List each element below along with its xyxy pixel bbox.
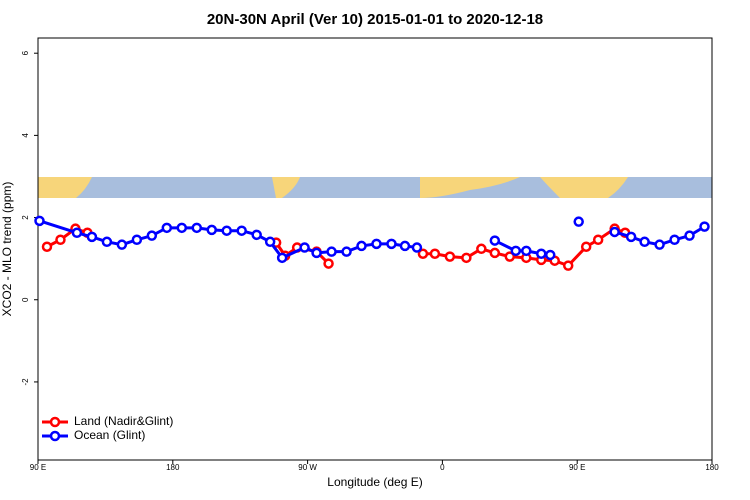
chart-title: 20N-30N April (Ver 10) 2015-01-01 to 202… xyxy=(207,11,543,28)
data-point xyxy=(684,230,695,241)
data-point xyxy=(191,222,203,234)
x-axis-label: Longitude (deg E) xyxy=(327,475,422,489)
data-point xyxy=(573,216,584,227)
data-point xyxy=(116,239,128,250)
legend-label: Land (Nadir&Glint) xyxy=(74,414,173,428)
y-tick-label: 2 xyxy=(21,215,30,220)
data-point xyxy=(34,215,45,227)
x-tick-label: 0 xyxy=(440,463,445,472)
data-point xyxy=(521,245,532,257)
data-point xyxy=(654,239,665,250)
y-axis-label: XCO2 - MLO trend (ppm) xyxy=(0,182,14,317)
data-point xyxy=(176,222,188,234)
data-point xyxy=(276,252,288,264)
x-tick-label: 180 xyxy=(166,463,180,472)
data-point xyxy=(101,236,113,248)
legend-label: Ocean (Glint) xyxy=(74,428,145,442)
data-point xyxy=(639,236,650,248)
data-point xyxy=(609,226,620,238)
data-point xyxy=(206,224,217,236)
data-point xyxy=(251,229,262,241)
map-strip xyxy=(38,177,712,198)
x-tick-label: 90 E xyxy=(569,463,585,472)
legend-marker xyxy=(49,416,61,428)
y-tick-label: 6 xyxy=(21,50,30,55)
x-tick-label: 180 xyxy=(705,463,719,472)
data-point xyxy=(476,243,487,255)
data-point xyxy=(236,225,247,236)
data-point xyxy=(417,248,429,259)
data-point xyxy=(429,248,441,259)
data-point xyxy=(669,234,680,246)
data-point xyxy=(55,234,66,246)
data-point xyxy=(625,231,637,243)
data-point xyxy=(510,245,522,257)
data-point xyxy=(504,251,516,262)
data-point xyxy=(323,258,334,269)
data-point xyxy=(399,240,411,252)
data-point xyxy=(264,236,276,248)
data-point xyxy=(356,240,367,252)
data-point xyxy=(299,242,310,253)
data-point xyxy=(386,238,397,250)
data-point xyxy=(161,222,173,234)
y-tick-label: 0 xyxy=(21,297,30,302)
x-tick-label: 90 E xyxy=(30,463,46,472)
data-point xyxy=(592,234,604,246)
data-point xyxy=(41,241,53,252)
data-point xyxy=(489,235,501,246)
data-point xyxy=(562,260,574,271)
data-point xyxy=(71,227,83,239)
data-point xyxy=(341,246,352,257)
data-point xyxy=(411,242,423,253)
data-point xyxy=(131,234,143,246)
data-point xyxy=(699,221,710,232)
data-point xyxy=(444,251,456,262)
data-point xyxy=(146,230,158,241)
data-point xyxy=(536,248,547,259)
plot-frame xyxy=(37,37,713,461)
data-point xyxy=(580,241,592,252)
y-tick-label: 4 xyxy=(21,133,30,138)
data-point xyxy=(86,231,98,243)
legend-marker xyxy=(49,430,61,442)
data-point xyxy=(221,225,232,236)
x-tick-label: 90 W xyxy=(298,463,317,472)
data-point xyxy=(371,238,382,250)
data-point xyxy=(544,249,556,261)
data-point xyxy=(489,247,501,259)
y-tick-label: -2 xyxy=(21,378,30,386)
data-point xyxy=(311,247,322,259)
data-point xyxy=(326,246,337,257)
data-point xyxy=(461,252,472,264)
